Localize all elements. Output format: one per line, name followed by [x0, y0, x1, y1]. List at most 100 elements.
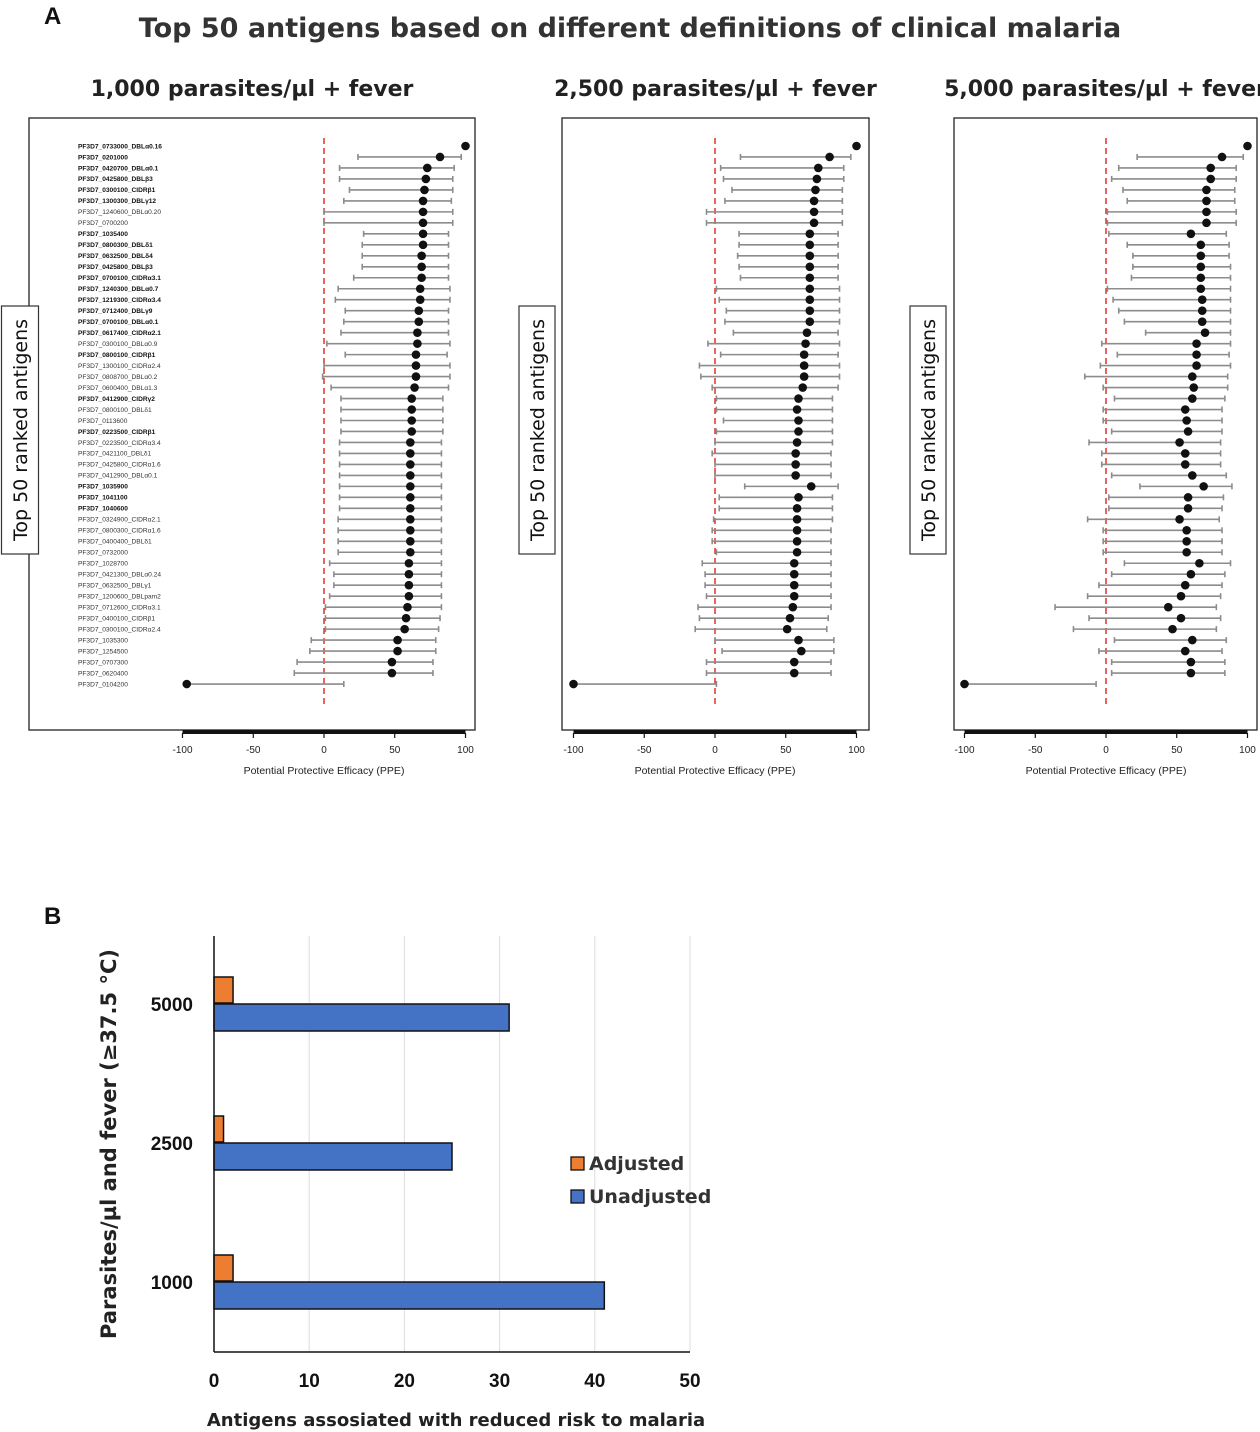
ppe-point	[406, 536, 415, 546]
ppe-point	[789, 668, 799, 678]
y-axis-label-box: Top 50 ranked antigens	[518, 305, 556, 555]
forest-title: 1,000 parasites/µl + fever	[91, 77, 414, 102]
antigen-label: PF3D7_0425800_DBLβ3	[78, 264, 153, 271]
antigen-label: PF3D7_0300100_CIDRβ1	[78, 187, 156, 194]
antigen-row	[1126, 196, 1236, 206]
x-tick-label: 20	[394, 1371, 415, 1392]
ppe-point	[1192, 361, 1201, 370]
ppe-point	[792, 405, 802, 414]
ppe-point	[792, 515, 802, 524]
antigen-row	[1243, 141, 1252, 151]
ppe-point	[799, 372, 809, 381]
ppe-point	[1176, 613, 1186, 623]
y-axis-label: Top 50 ranked antigens	[527, 319, 549, 542]
ppe-point	[801, 339, 810, 348]
ppe-point	[411, 372, 421, 381]
antigen-row: PF3D7_0808700_DBLα0.2	[78, 372, 451, 381]
ppe-point	[404, 580, 414, 590]
antigen-row: PF3D7_0201000	[78, 152, 463, 162]
antigen-row	[705, 657, 832, 667]
ppe-point	[1183, 504, 1193, 513]
antigen-row: PF3D7_1219300_CIDRα3.4	[78, 295, 451, 305]
antigen-row	[701, 558, 832, 568]
antigen-row	[715, 405, 834, 414]
antigen-row	[718, 295, 841, 305]
y-axis-label: Top 50 ranked antigens	[10, 319, 32, 542]
ppe-point	[1202, 207, 1211, 217]
bar-adjusted	[213, 1254, 234, 1282]
ppe-point	[417, 273, 426, 283]
antigen-row: PF3D7_0600400_DBLα1.3	[78, 383, 450, 392]
ppe-point	[1217, 152, 1227, 162]
antigen-row	[1130, 273, 1232, 283]
ppe-point	[1175, 515, 1184, 524]
antigen-row	[739, 152, 852, 162]
antigen-row: PF3D7_0700100_CIDRα3.1	[78, 273, 450, 283]
ppe-point	[805, 262, 815, 272]
y-axis-label-frame	[909, 305, 947, 555]
antigen-row	[731, 185, 844, 195]
ppe-point	[785, 613, 795, 623]
antigen-row	[852, 141, 861, 151]
x-tick-label: 50	[1171, 745, 1183, 756]
antigen-row	[715, 547, 832, 557]
y-tick-label: 1000	[151, 1273, 193, 1294]
ppe-point	[418, 240, 428, 250]
antigen-row: PF3D7_0707300	[78, 657, 434, 667]
x-tick-label: 0	[209, 1371, 220, 1392]
legend-swatch	[570, 1189, 585, 1204]
ppe-point	[1183, 493, 1193, 502]
y-axis-label-frame	[0, 305, 40, 555]
ppe-point	[407, 394, 417, 403]
ppe-point	[404, 558, 414, 568]
antigen-row: PF3D7_1028700	[78, 558, 443, 568]
ppe-point	[1202, 196, 1211, 206]
ppe-point	[1196, 262, 1206, 272]
antigen-label: PF3D7_0600400_DBLα1.3	[78, 385, 158, 392]
ppe-point	[797, 646, 806, 656]
antigen-label: PF3D7_0733000_DBLα0.16	[78, 143, 162, 150]
antigen-label: PF3D7_0800100_DBLδ1	[78, 407, 152, 414]
x-tick-label: 10	[299, 1371, 320, 1392]
ppe-point	[805, 240, 815, 250]
ppe-point	[418, 218, 428, 228]
antigen-label: PF3D7_0700100_CIDRα3.1	[78, 275, 161, 282]
ppe-point	[792, 547, 802, 557]
antigen-row	[1117, 163, 1237, 173]
ppe-point	[805, 284, 815, 294]
antigen-row: PF3D7_0400400_DBLδ1	[78, 536, 443, 546]
antigen-row: PF3D7_0620400	[78, 668, 434, 677]
ppe-point	[1182, 547, 1191, 557]
legend-item-adjusted: Adjusted	[570, 1153, 684, 1175]
antigen-row	[1113, 394, 1226, 403]
ppe-point	[417, 262, 426, 272]
ppe-point	[1186, 657, 1196, 667]
antigen-row: PF3D7_0324900_CIDRα2.1	[78, 515, 443, 524]
antigen-row: PF3D7_1035900	[78, 482, 443, 491]
antigen-row: PF3D7_0300100_CIDRα2.4	[78, 624, 440, 634]
antigen-row: PF3D7_0425800_DBLβ3	[78, 262, 450, 272]
bar-group-1000: 1000	[151, 1254, 606, 1310]
ppe-point	[406, 471, 415, 480]
ppe-point	[407, 416, 417, 425]
ppe-point	[789, 580, 799, 590]
antigen-label: PF3D7_0617400_CIDRα2.1	[78, 330, 161, 337]
ppe-point	[1183, 427, 1193, 436]
ppe-point	[1180, 580, 1190, 590]
antigen-row: PF3D7_1035300	[78, 635, 437, 644]
ppe-point	[794, 427, 803, 436]
antigen-row	[1106, 284, 1232, 294]
antigen-row	[1106, 207, 1237, 217]
ppe-point	[406, 547, 415, 557]
legend: Adjusted Unadjusted	[570, 1153, 711, 1208]
x-tick-label: -100	[563, 745, 583, 756]
antigen-row	[724, 196, 844, 206]
antigen-row: PF3D7_0412900_DBLα0.1	[78, 471, 443, 480]
ppe-point	[1197, 306, 1207, 316]
bar-unadjusted	[213, 1281, 606, 1310]
antigen-row	[738, 229, 839, 239]
ppe-point	[794, 416, 803, 425]
ppe-point	[791, 449, 800, 458]
ppe-point	[1200, 328, 1210, 337]
antigen-row: PF3D7_0800100_CIDRβ1	[78, 350, 448, 359]
